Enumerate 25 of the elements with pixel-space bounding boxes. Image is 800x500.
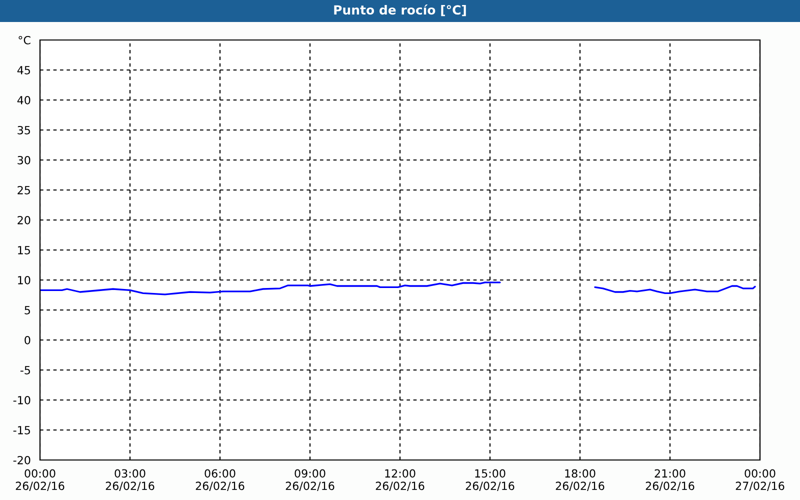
y-tick-label: 10 (18, 276, 30, 284)
y-tick-label: 0 (24, 336, 30, 344)
x-tick-label: 12:00 26/02/16 (376, 469, 424, 491)
x-tick-label: 00:00 27/02/16 (736, 469, 784, 491)
chart-title: Punto de rocío [°C] (334, 4, 466, 16)
y-tick-label: -5 (20, 366, 30, 374)
x-tick-label: 09:00 26/02/16 (286, 469, 334, 491)
x-tick-label: 21:00 26/02/16 (646, 469, 694, 491)
x-tick-label: 06:00 26/02/16 (196, 469, 244, 491)
x-tick-label: 15:00 26/02/16 (466, 469, 514, 491)
x-tick-label: 18:00 26/02/16 (556, 469, 604, 491)
y-tick-label: 5 (24, 306, 30, 314)
y-tick-label: 45 (17, 66, 30, 74)
y-tick-label: -10 (13, 396, 30, 404)
y-tick-label: 40 (17, 96, 30, 104)
y-tick-label: -20 (13, 456, 30, 464)
x-tick-label: 03:00 26/02/16 (106, 469, 154, 491)
y-tick-label: -15 (13, 426, 30, 434)
x-tick-label: 00:00 26/02/16 (16, 469, 64, 491)
y-tick-label: 30 (18, 156, 30, 164)
y-tick-label: 15 (18, 246, 30, 254)
y-tick-label: 25 (18, 186, 30, 194)
y-tick-label: 20 (18, 216, 30, 224)
y-tick-label: 35 (18, 126, 30, 134)
y-tick-label: °C (18, 36, 30, 44)
